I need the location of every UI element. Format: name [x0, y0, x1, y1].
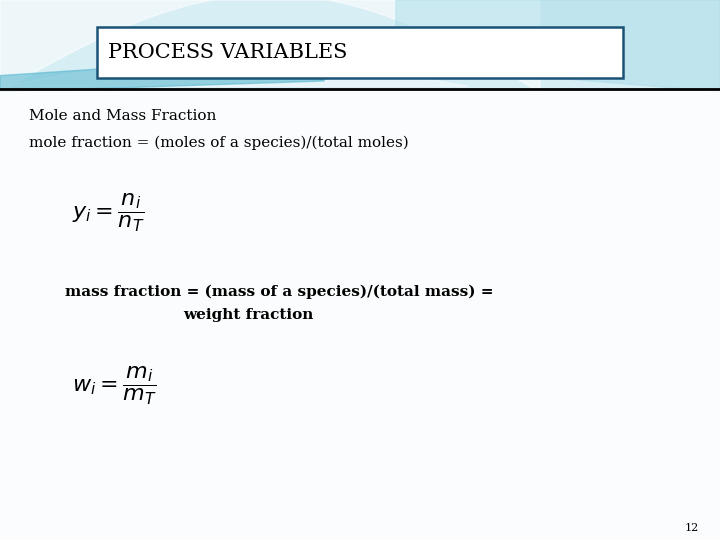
Polygon shape [0, 0, 540, 92]
Polygon shape [0, 54, 324, 92]
Text: Mole and Mass Fraction: Mole and Mass Fraction [29, 109, 216, 123]
Text: $w_i = \dfrac{m_i}{m_T}$: $w_i = \dfrac{m_i}{m_T}$ [72, 365, 156, 407]
Text: weight fraction: weight fraction [184, 308, 314, 322]
Text: mole fraction = (moles of a species)/(total moles): mole fraction = (moles of a species)/(to… [29, 136, 408, 150]
Text: $y_i = \dfrac{n_i}{n_T}$: $y_i = \dfrac{n_i}{n_T}$ [72, 192, 145, 234]
FancyBboxPatch shape [97, 27, 623, 78]
Text: 12: 12 [684, 523, 698, 533]
Bar [0, 89, 720, 540]
Text: mass fraction = (mass of a species)/(total mass) =: mass fraction = (mass of a species)/(tot… [65, 285, 493, 299]
Text: PROCESS VARIABLES: PROCESS VARIABLES [108, 43, 347, 62]
Polygon shape [396, 0, 720, 92]
Polygon shape [0, 59, 468, 540]
